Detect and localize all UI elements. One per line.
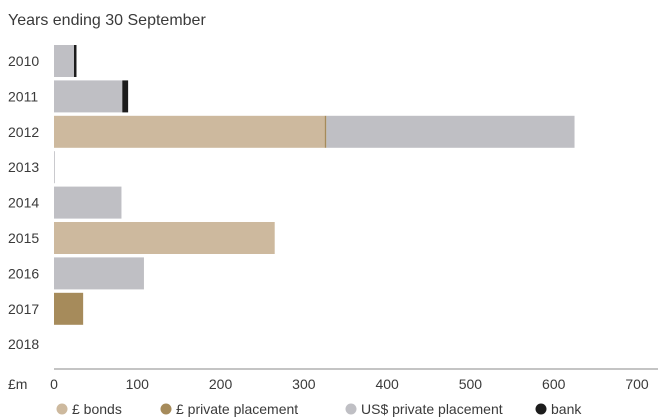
x-tick-label-400: 400 — [375, 376, 399, 392]
bars-layer — [54, 45, 575, 325]
legend-swatch-4 — [535, 403, 547, 415]
bar-2010-series-4 — [73, 45, 77, 77]
bar-2016-series-3 — [54, 257, 144, 290]
y-tick-label-2018: 2018 — [8, 336, 39, 352]
legend: £ bonds £ private placement US$ private pl… — [56, 401, 582, 417]
y-tick-label-2014: 2014 — [8, 195, 39, 211]
x-tick-label-200: 200 — [209, 376, 233, 392]
legend-item-4: bank — [535, 401, 582, 417]
y-tick-label-2011: 2011 — [8, 88, 38, 104]
y-tick-label-2017: 2017 — [8, 301, 39, 317]
legend-item-3: US$ private placement — [345, 401, 503, 417]
y-tick-label-2015: 2015 — [8, 230, 39, 246]
x-tick-label-700: 700 — [625, 376, 649, 392]
bar-2012-series-3 — [326, 115, 575, 148]
bar-2010-series-3 — [54, 45, 74, 77]
x-tick-label-500: 500 — [459, 376, 483, 392]
x-tick-label-0: 0 — [50, 376, 58, 392]
legend-swatch-1 — [56, 403, 68, 415]
bar-2011-series-3 — [54, 80, 123, 113]
x-tick-label-600: 600 — [542, 376, 566, 392]
y-tick-label-2016: 2016 — [8, 265, 39, 281]
bar-2015-series-1 — [54, 222, 275, 254]
legend-label-4: bank — [551, 401, 582, 417]
x-axis-tick-labels: 0 100 200 300 400 500 600 700 — [50, 376, 649, 392]
bar-2011-series-4 — [122, 80, 129, 113]
legend-label-3: US$ private placement — [361, 401, 503, 417]
legend-swatch-2 — [160, 403, 172, 415]
bar-2017-series-2 — [54, 292, 84, 325]
bar-2013-series-3 — [54, 151, 55, 184]
y-tick-label-2012: 2012 — [8, 124, 39, 140]
bar-2014-series-3 — [54, 186, 122, 219]
legend-item-2: £ private placement — [160, 401, 298, 417]
bar-2012-series-1 — [54, 115, 325, 148]
y-tick-label-2010: 2010 — [8, 53, 39, 69]
legend-label-1: £ bonds — [72, 401, 122, 417]
x-axis-unit-label: £m — [8, 376, 27, 392]
chart-title: Years ending 30 September — [8, 12, 206, 29]
legend-item-1: £ bonds — [56, 401, 122, 417]
y-tick-label-2013: 2013 — [8, 159, 39, 175]
x-tick-label-300: 300 — [292, 376, 316, 392]
legend-swatch-3 — [345, 403, 357, 415]
y-axis-labels: 2010 2011 2012 2013 2014 2015 2016 2017 2018 — [8, 53, 39, 352]
bar-2012-series-2 — [324, 115, 327, 148]
x-tick-label-100: 100 — [126, 376, 150, 392]
legend-label-2: £ private placement — [176, 401, 298, 417]
